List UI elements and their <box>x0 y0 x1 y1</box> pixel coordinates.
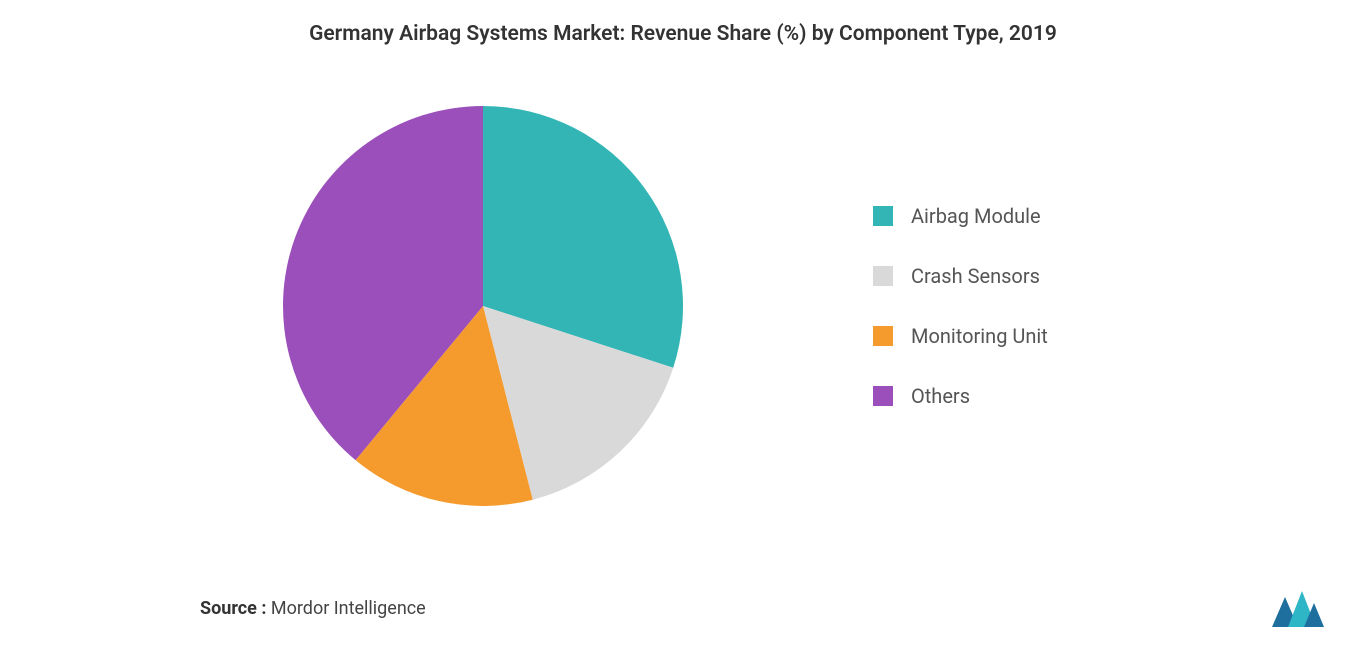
chart-container: Germany Airbag Systems Market: Revenue S… <box>0 0 1366 655</box>
pie-wrap <box>133 86 833 526</box>
legend-label: Crash Sensors <box>911 264 1040 288</box>
legend-item: Airbag Module <box>873 204 1233 228</box>
chart-title: Germany Airbag Systems Market: Revenue S… <box>40 22 1326 46</box>
legend-swatch <box>873 266 893 286</box>
legend-label: Airbag Module <box>911 204 1041 228</box>
source-value: Mordor Intelligence <box>271 598 426 619</box>
legend-label: Monitoring Unit <box>911 324 1048 348</box>
legend-item: Others <box>873 384 1233 408</box>
legend-item: Monitoring Unit <box>873 324 1233 348</box>
legend-label: Others <box>911 384 970 408</box>
legend-swatch <box>873 326 893 346</box>
mordor-logo-icon <box>1272 587 1324 627</box>
pie-chart <box>263 86 703 526</box>
legend-swatch <box>873 206 893 226</box>
source-line: Source : Mordor Intelligence <box>200 598 426 619</box>
legend: Airbag Module Crash Sensors Monitoring Uni… <box>833 204 1233 408</box>
source-label: Source : <box>200 598 266 619</box>
legend-item: Crash Sensors <box>873 264 1233 288</box>
chart-row: Airbag Module Crash Sensors Monitoring Uni… <box>40 66 1326 546</box>
legend-swatch <box>873 386 893 406</box>
